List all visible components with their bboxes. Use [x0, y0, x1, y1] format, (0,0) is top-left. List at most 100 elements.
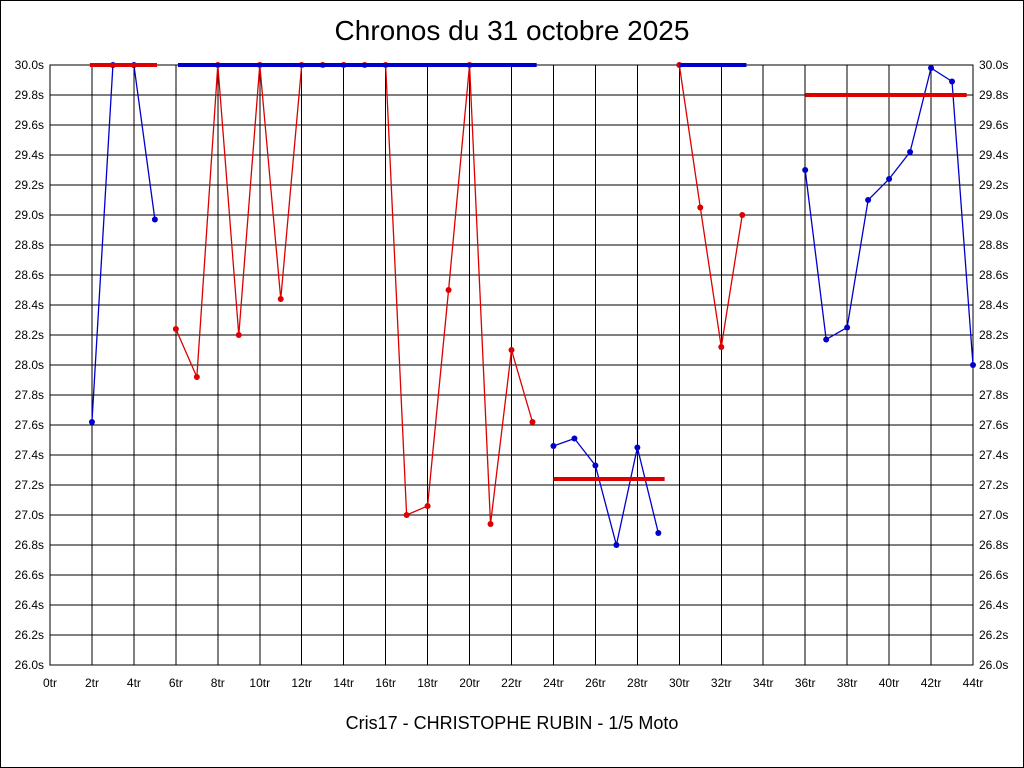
y-tick-label-left: 26.2s	[15, 628, 44, 642]
y-tick-label-left: 29.0s	[15, 208, 44, 222]
data-point-stint-5	[844, 324, 851, 331]
x-tick-label: 20tr	[459, 676, 480, 690]
data-point-stint-1	[151, 216, 158, 223]
data-point-stint-2	[277, 296, 284, 302]
y-tick-label-right: 26.8s	[979, 538, 1008, 552]
x-tick-label: 12tr	[291, 676, 312, 690]
y-tick-label-right: 27.0s	[979, 508, 1008, 522]
data-point-stint-3	[550, 443, 557, 449]
data-point-stint-2	[172, 326, 179, 332]
x-tick-label: 26tr	[585, 676, 606, 690]
x-tick-label: 42tr	[921, 676, 942, 690]
chart-subtitle: Cris17 - CHRISTOPHE RUBIN - 1/5 Moto	[345, 713, 679, 733]
y-tick-label-left: 28.2s	[15, 328, 44, 342]
y-tick-label-right: 29.8s	[979, 88, 1008, 102]
y-tick-label-left: 29.2s	[15, 178, 44, 192]
x-tick-label: 40tr	[879, 676, 900, 690]
y-tick-label-left: 26.8s	[15, 538, 44, 552]
x-tick-label: 34tr	[753, 676, 774, 690]
data-point-stint-5	[928, 65, 935, 71]
x-tick-label: 4tr	[127, 676, 141, 690]
y-tick-label-left: 29.8s	[15, 88, 44, 102]
y-tick-label-left: 30.0s	[15, 58, 44, 72]
data-point-stint-2	[193, 374, 200, 380]
data-point-stint-5	[802, 167, 809, 173]
y-tick-label-left: 27.6s	[15, 418, 44, 432]
y-tick-label-left: 27.8s	[15, 388, 44, 402]
data-point-stint-1	[88, 419, 95, 425]
y-tick-label-left: 28.0s	[15, 358, 44, 372]
x-tick-label: 24tr	[543, 676, 564, 690]
series-line-stint-4	[678, 64, 743, 348]
y-tick-label-right: 26.2s	[979, 628, 1008, 642]
data-point-stint-2	[235, 332, 242, 338]
data-point-stint-5	[970, 362, 976, 368]
x-tick-label: 8tr	[211, 676, 225, 690]
y-tick-label-left: 28.4s	[15, 298, 44, 312]
y-tick-label-left: 27.0s	[15, 508, 44, 522]
y-tick-label-left: 29.6s	[15, 118, 44, 132]
y-tick-label-right: 28.2s	[979, 328, 1008, 342]
x-tick-label: 0tr	[43, 676, 57, 690]
series-line-stint-1	[91, 64, 156, 423]
data-point-stint-3	[634, 444, 641, 451]
y-tick-label-right: 27.6s	[979, 418, 1008, 432]
x-tick-label: 6tr	[169, 676, 183, 690]
y-tick-label-right: 27.2s	[979, 478, 1008, 492]
data-point-stint-4	[739, 212, 746, 218]
y-tick-label-right: 26.6s	[979, 568, 1008, 582]
data-point-stint-4	[697, 204, 704, 211]
y-tick-label-right: 26.0s	[979, 658, 1008, 672]
data-point-stint-2	[487, 521, 494, 527]
y-tick-label-right: 29.0s	[979, 208, 1008, 222]
y-tick-label-right: 27.8s	[979, 388, 1008, 402]
x-tick-label: 14tr	[333, 676, 354, 690]
x-tick-label: 36tr	[795, 676, 816, 690]
data-point-stint-3	[592, 462, 599, 469]
x-tick-label: 2tr	[85, 676, 99, 690]
y-tick-label-right: 29.2s	[979, 178, 1008, 192]
x-tick-label: 28tr	[627, 676, 648, 690]
data-point-stint-3	[571, 435, 578, 442]
lap-times-plot: 0tr 2tr 4tr 6tr 8tr 10tr 12tr 14tr 16tr 18tr 20tr 2…	[15, 58, 1009, 690]
y-tick-label-left: 27.2s	[15, 478, 44, 492]
y-tick-label-left: 27.4s	[15, 448, 44, 462]
data-point-stint-5	[823, 336, 830, 343]
x-tick-label: 22tr	[501, 676, 522, 690]
y-tick-label-right: 28.4s	[979, 298, 1008, 312]
y-tick-label-right: 27.4s	[979, 448, 1008, 462]
y-tick-label-left: 29.4s	[15, 148, 44, 162]
x-tick-label: 38tr	[837, 676, 858, 690]
y-tick-label-right: 29.4s	[979, 148, 1008, 162]
chart-title: Chronos du 31 octobre 2025	[334, 15, 690, 46]
data-point-stint-5	[865, 197, 872, 203]
data-point-stint-2	[445, 287, 452, 293]
data-point-stint-3	[613, 542, 620, 548]
data-point-stint-2	[403, 512, 410, 518]
y-tick-label-left: 26.6s	[15, 568, 44, 582]
data-point-stint-5	[949, 78, 956, 85]
x-tick-label: 32tr	[711, 676, 732, 690]
data-point-stint-3	[655, 530, 662, 536]
y-tick-label-right: 28.0s	[979, 358, 1008, 372]
y-tick-label-right: 26.4s	[979, 598, 1008, 612]
y-tick-label-left: 26.4s	[15, 598, 44, 612]
data-point-stint-5	[886, 176, 893, 182]
x-tick-label: 16tr	[375, 676, 396, 690]
data-point-stint-2	[508, 347, 515, 353]
data-point-stint-2	[424, 503, 431, 509]
y-tick-label-left: 28.6s	[15, 268, 44, 282]
x-tick-label: 10tr	[249, 676, 270, 690]
y-tick-label-right: 30.0s	[979, 58, 1008, 72]
x-tick-label: 18tr	[417, 676, 438, 690]
y-tick-label-right: 28.8s	[979, 238, 1008, 252]
series-line-stint-3	[553, 437, 659, 546]
y-tick-label-right: 28.6s	[979, 268, 1008, 282]
y-tick-label-right: 29.6s	[979, 118, 1008, 132]
y-tick-label-left: 28.8s	[15, 238, 44, 252]
data-point-stint-5	[907, 149, 914, 155]
x-tick-label: 30tr	[669, 676, 690, 690]
data-point-stint-2	[529, 419, 536, 425]
y-tick-label-left: 26.0s	[15, 658, 44, 672]
